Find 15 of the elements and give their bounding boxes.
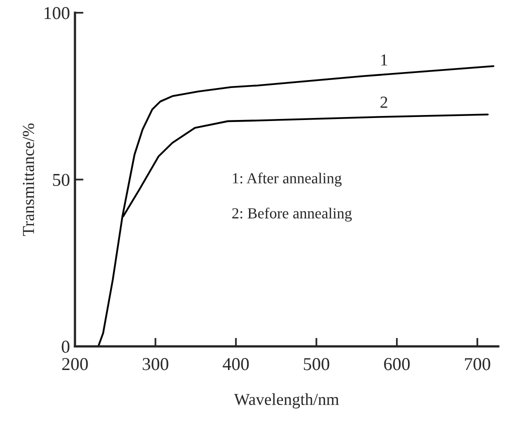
x-tick-label: 500 (304, 358, 330, 370)
annotation: 1: After annealing (232, 172, 342, 187)
x-tick-label: 600 (384, 358, 410, 370)
x-tick-label: 700 (464, 358, 490, 370)
y-tick-label: 0 (62, 340, 70, 353)
annotation: 2: Before annealing (232, 208, 352, 222)
y-tick-label: 100 (44, 7, 70, 20)
y-axis-title: Transmittance/% (22, 124, 34, 236)
x-tick-label: 200 (62, 358, 88, 370)
annotation: 1 (381, 54, 388, 66)
x-tick-label: 400 (222, 358, 249, 370)
x-axis-title: Wavelength/nm (234, 393, 339, 408)
x-tick-label: 300 (142, 358, 168, 370)
y-tick-label: 50 (53, 174, 70, 186)
annotation: 2 (380, 96, 388, 108)
